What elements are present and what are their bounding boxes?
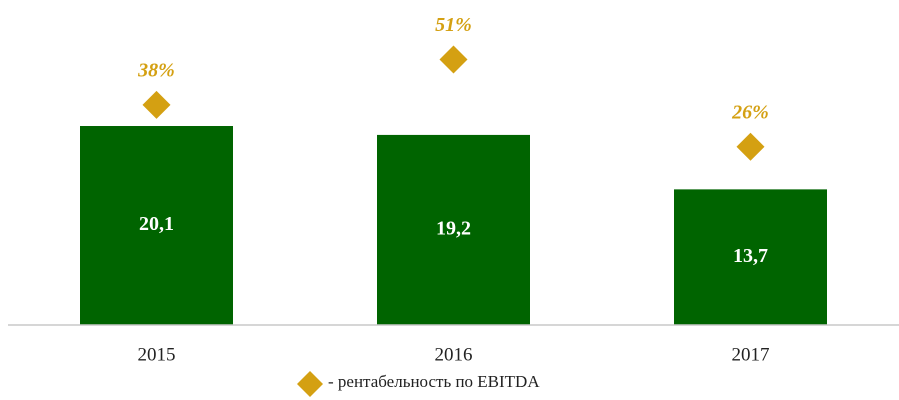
percent-label: 26%: [731, 101, 769, 123]
x-tick-label: 2016: [435, 344, 473, 365]
x-tick-label: 2017: [732, 344, 770, 365]
x-tick-label: 2015: [138, 344, 176, 365]
diamond-marker: [439, 45, 468, 74]
diamond-marker: [142, 90, 171, 119]
percent-label: 51%: [435, 14, 472, 36]
bar: [674, 189, 827, 325]
legend-marker: [297, 371, 323, 397]
bar: [377, 134, 530, 325]
diamond-marker: [736, 132, 765, 161]
bar-value-label: 19,2: [436, 218, 471, 240]
percent-label: 38%: [137, 59, 175, 81]
bar-value-label: 20,1: [139, 213, 174, 235]
bar: [80, 126, 233, 325]
legend-label: - рентабельность по EBITDA: [328, 372, 540, 391]
bar-value-label: 13,7: [733, 245, 768, 267]
